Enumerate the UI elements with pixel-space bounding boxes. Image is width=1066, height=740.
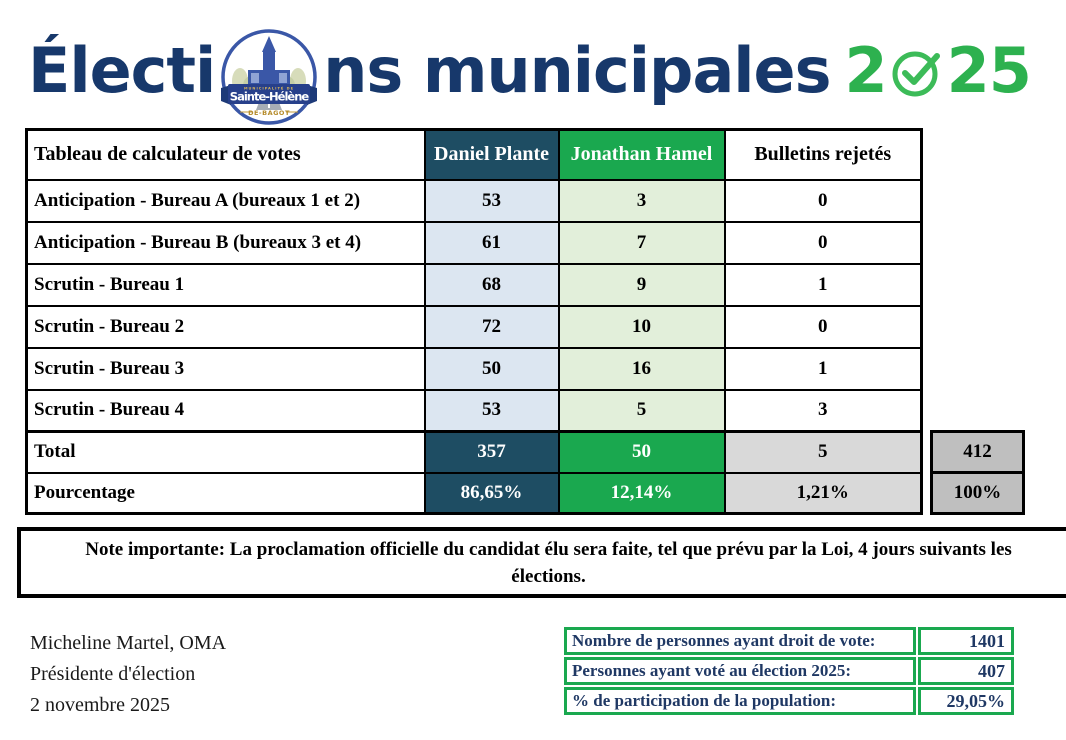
title-year: 2 25 (844, 34, 1032, 110)
grand-percentage-value: 100% (953, 482, 1002, 503)
daniel-votes: 53 (423, 388, 560, 433)
logo-sub-label: DE-BAGOT (248, 109, 290, 117)
title-part-2: ns municipales (323, 34, 831, 107)
stat-value: 29,05% (918, 687, 1014, 715)
results-table: Tableau de calculateur de votes Daniel P… (25, 128, 923, 515)
stats-row-participation: % de participation de la population: 29,… (564, 687, 1014, 715)
signature-date: 2 novembre 2025 (30, 694, 170, 716)
jonathan-votes: 7 (557, 220, 726, 265)
daniel-votes: 72 (423, 304, 560, 349)
row-label: Scrutin - Bureau 3 (25, 346, 426, 391)
table-row-scrutin-2: Scrutin - Bureau 2 72 10 0 (25, 304, 923, 349)
stat-value: 1401 (918, 627, 1014, 655)
page-title: Électi (28, 29, 1032, 140)
daniel-votes: 61 (423, 220, 560, 265)
row-label: Scrutin - Bureau 1 (25, 262, 426, 307)
signature-block: Micheline Martel, OMA Présidente d'élect… (30, 628, 226, 721)
column-header-jonathan-hamel: Jonathan Hamel (557, 128, 726, 181)
rejected-ballots: 0 (723, 178, 923, 223)
results-header-row: Tableau de calculateur de votes Daniel P… (25, 128, 923, 181)
stat-value: 407 (918, 657, 1014, 685)
title-part-1: Électi (28, 34, 216, 107)
jonathan-total: 50 (557, 430, 726, 474)
row-label: Anticipation - Bureau A (bureaux 1 et 2) (25, 178, 426, 223)
participation-stats-table: Nombre de personnes ayant droit de vote:… (562, 625, 1016, 717)
rejected-total: 5 (723, 430, 923, 474)
percentage-label: Pourcentage (25, 471, 426, 515)
jonathan-votes: 10 (557, 304, 726, 349)
jonathan-votes: 5 (557, 388, 726, 433)
stat-label: Nombre de personnes ayant droit de vote: (564, 627, 916, 655)
important-note-text: Note importante: La proclamation officie… (85, 538, 1012, 587)
stats-row-voted: Personnes ayant voté au élection 2025: 4… (564, 657, 1014, 685)
rejected-ballots: 0 (723, 304, 923, 349)
logo-top-label: MUNICIPALITÉ DE (244, 86, 294, 91)
daniel-votes: 50 (423, 346, 560, 391)
year-suffix: 25 (946, 34, 1032, 107)
daniel-votes: 68 (423, 262, 560, 307)
stat-label: Personnes ayant voté au élection 2025: (564, 657, 916, 685)
checkmark-circle-icon (889, 44, 945, 110)
column-header-bulletins-rejetes: Bulletins rejetés (723, 128, 923, 181)
table-row-scrutin-1: Scrutin - Bureau 1 68 9 1 (25, 262, 923, 307)
jonathan-votes: 16 (557, 346, 726, 391)
table-row-percentage: Pourcentage 86,65% 12,14% 1,21% (25, 471, 923, 515)
important-note: Note importante: La proclamation officie… (17, 527, 1066, 598)
table-row-scrutin-4: Scrutin - Bureau 4 53 5 3 (25, 388, 923, 433)
row-label: Scrutin - Bureau 2 (25, 304, 426, 349)
row-label: Anticipation - Bureau B (bureaux 3 et 4) (25, 220, 426, 265)
daniel-total: 357 (423, 430, 560, 474)
municipality-logo-icon: MUNICIPALITÉ DE Sainte-Hélène DE-BAGOT (218, 28, 320, 140)
column-header-daniel-plante: Daniel Plante (423, 128, 560, 181)
total-label: Total (25, 430, 426, 474)
jonathan-percentage: 12,14% (557, 471, 726, 515)
logo-name: Sainte-Hélène (230, 90, 310, 104)
stats-row-eligible: Nombre de personnes ayant droit de vote:… (564, 627, 1014, 655)
rejected-ballots: 3 (723, 388, 923, 433)
signature-role: Présidente d'élection (30, 663, 196, 685)
rejected-percentage: 1,21% (723, 471, 923, 515)
table-row-total: Total 357 50 5 (25, 430, 923, 474)
daniel-percentage: 86,65% (423, 471, 560, 515)
jonathan-votes: 3 (557, 178, 726, 223)
grand-total-value: 412 (933, 433, 1022, 474)
table-row-anticipation-a: Anticipation - Bureau A (bureaux 1 et 2)… (25, 178, 923, 223)
table-row-anticipation-b: Anticipation - Bureau B (bureaux 3 et 4)… (25, 220, 923, 265)
signature-name: Micheline Martel, OMA (30, 632, 227, 654)
results-table-title: Tableau de calculateur de votes (25, 128, 426, 181)
stat-label: % de participation de la population: (564, 687, 916, 715)
rejected-ballots: 1 (723, 346, 923, 391)
year-prefix: 2 (844, 34, 887, 107)
row-label: Scrutin - Bureau 4 (25, 388, 426, 433)
table-row-scrutin-3: Scrutin - Bureau 3 50 16 1 (25, 346, 923, 391)
daniel-votes: 53 (423, 178, 560, 223)
rejected-ballots: 1 (723, 262, 923, 307)
rejected-ballots: 0 (723, 220, 923, 265)
jonathan-votes: 9 (557, 262, 726, 307)
grand-total-column: 412 100% (930, 430, 1025, 515)
